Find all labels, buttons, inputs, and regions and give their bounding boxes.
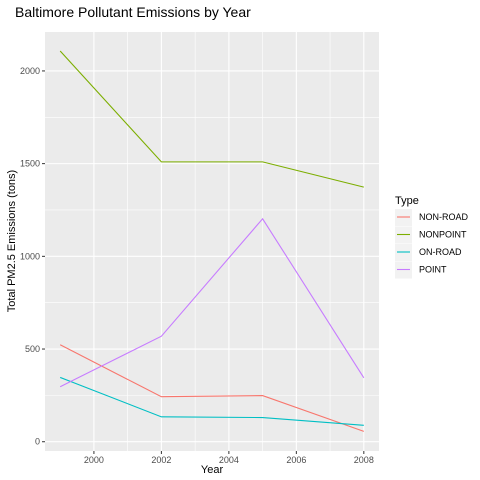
- series-line-point: [59, 217, 365, 388]
- x-tick-label: 2006: [286, 455, 306, 465]
- y-tick-label: 2000: [20, 66, 40, 76]
- y-tick-label: 0: [35, 437, 40, 447]
- x-tick-label: 2004: [219, 455, 239, 465]
- plot-panel: [45, 32, 379, 451]
- x-axis-title: Year: [201, 464, 224, 476]
- y-axis-title: Total PM2.5 Emissions (tons): [6, 170, 18, 312]
- series-line-on-road: [59, 376, 364, 426]
- chart-title: Baltimore Pollutant Emissions by Year: [15, 4, 251, 20]
- grid-major: [45, 32, 379, 451]
- grid-minor: [45, 32, 379, 451]
- legend-label-on-road: ON-ROAD: [419, 247, 462, 257]
- y-tick-label: 500: [25, 344, 40, 354]
- x-tick-label: 2002: [151, 455, 171, 465]
- y-axis: 0 500 1000 1500 2000: [20, 66, 45, 447]
- legend: Type NON-ROAD NONPOINT ON-ROAD POINT: [395, 195, 468, 279]
- series-line-nonpoint: [59, 50, 364, 188]
- legend-label-nonpoint: NONPOINT: [419, 230, 467, 240]
- x-axis: 2000 2002 2004 2006 2008: [84, 451, 374, 465]
- legend-title: Type: [395, 195, 419, 207]
- x-tick-label: 2000: [84, 455, 104, 465]
- x-tick-label: 2008: [354, 455, 374, 465]
- series-lines: [59, 50, 365, 432]
- legend-label-point: POINT: [419, 265, 447, 275]
- series-line-non-road: [59, 344, 365, 432]
- y-tick-label: 1500: [20, 159, 40, 169]
- legend-label-non-road: NON-ROAD: [419, 212, 468, 222]
- y-tick-label: 1000: [20, 251, 40, 261]
